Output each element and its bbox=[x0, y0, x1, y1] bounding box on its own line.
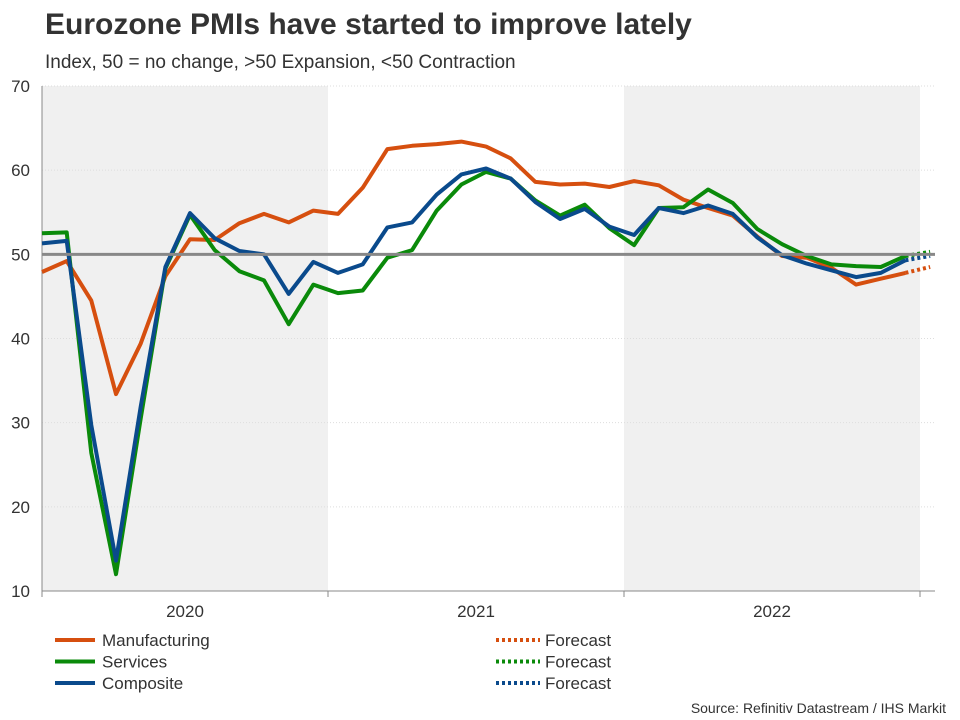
x-year-label: 2022 bbox=[753, 602, 791, 621]
y-tick-label: 60 bbox=[11, 161, 30, 180]
legend-label-services: Services bbox=[102, 653, 167, 672]
y-tick-label: 40 bbox=[11, 330, 30, 349]
forecast-line-composite bbox=[905, 254, 931, 263]
chart-title: Eurozone PMIs have started to improve la… bbox=[45, 8, 692, 41]
x-year-label: 2021 bbox=[457, 602, 495, 621]
legend-forecast-label: Forecast bbox=[545, 653, 611, 672]
source-note: Source: Refinitiv Datastream / IHS Marki… bbox=[690, 700, 946, 716]
y-tick-label: 20 bbox=[11, 498, 30, 517]
y-tick-label: 50 bbox=[11, 245, 30, 264]
series-line-composite bbox=[41, 166, 907, 563]
shade-2020 bbox=[42, 86, 328, 591]
chart-subtitle: Index, 50 = no change, >50 Expansion, <5… bbox=[45, 52, 516, 73]
y-tick-label: 10 bbox=[11, 582, 30, 601]
legend-label-composite: Composite bbox=[102, 674, 183, 693]
legend-forecast-label: Forecast bbox=[545, 674, 611, 693]
y-tick-label: 70 bbox=[11, 77, 30, 96]
y-tick-label: 30 bbox=[11, 414, 30, 433]
legend-label-manufacturing: Manufacturing bbox=[102, 631, 210, 650]
legend-forecast-label: Forecast bbox=[545, 631, 611, 650]
forecast-line-manufacturing bbox=[904, 265, 931, 275]
x-year-label: 2020 bbox=[166, 602, 204, 621]
